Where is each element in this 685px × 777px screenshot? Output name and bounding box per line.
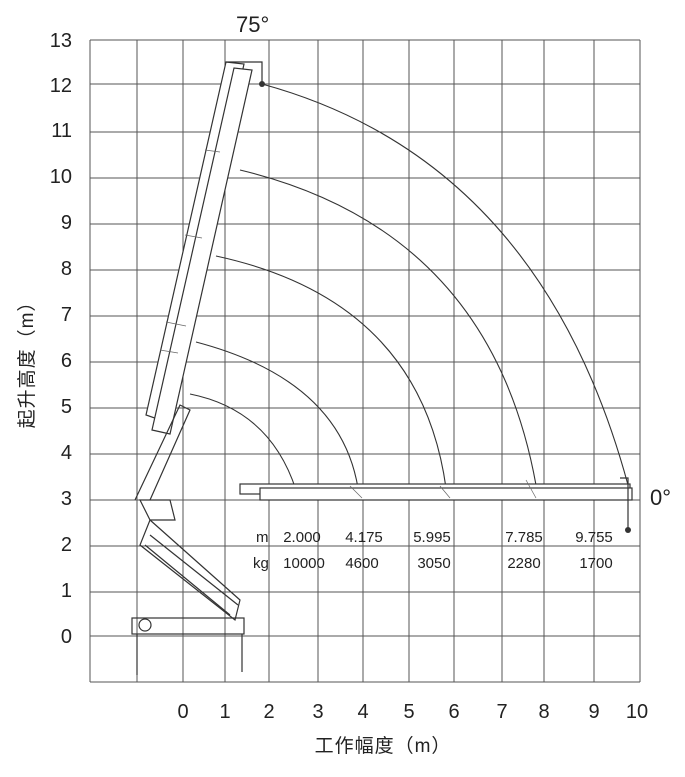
table-radius-5: 9.755 [575,529,613,546]
x-tick-7: 7 [496,701,507,723]
arc-stage-1 [189,393,297,491]
table-radius-1: 2.000 [283,529,321,546]
arc-stage-2 [195,341,359,489]
y-tick-8: 8 [61,258,72,280]
raised-boom [145,61,265,435]
y-tick-2: 2 [61,534,72,556]
raised-boom-inner [151,67,253,435]
slewing-column [139,499,176,521]
chart-grid [89,39,641,683]
folded-boom [139,518,241,622]
working-range-arcs [189,83,629,491]
table-load-3: 3050 [417,555,450,572]
arc-stage-4 [239,169,537,486]
x-tick-1: 1 [219,701,230,723]
y-tick-10: 10 [50,166,72,188]
x-tick-4: 4 [357,701,368,723]
base-frame [131,617,245,635]
x-tick-0: 0 [177,701,188,723]
table-load-1: 10000 [283,555,325,572]
y-axis-ticks: 0 1 2 3 4 5 6 7 8 9 10 11 12 13 [50,30,72,648]
horizontal-hook [625,527,631,533]
horizontal-boom [239,477,633,533]
y-axis-title: 起升高度（m） [16,292,38,429]
x-tick-10: 10 [626,701,648,723]
y-tick-7: 7 [61,304,72,326]
table-load-5: 1700 [579,555,612,572]
y-tick-13: 13 [50,30,72,52]
load-table: m kg 2.000 4.175 5.995 7.785 9.755 10000… [253,529,613,572]
y-tick-5: 5 [61,396,72,418]
table-radius-4: 7.785 [505,529,543,546]
x-tick-6: 6 [448,701,459,723]
x-tick-5: 5 [403,701,414,723]
horizontal-boom-head [620,477,629,530]
table-unit-kg: kg [253,555,269,572]
x-tick-3: 3 [312,701,323,723]
y-tick-12: 12 [50,75,72,97]
table-unit-m: m [256,529,269,546]
main-arm [134,404,191,501]
y-tick-6: 6 [61,350,72,372]
y-tick-1: 1 [61,580,72,602]
arc-stage-5 [261,83,629,486]
y-tick-9: 9 [61,212,72,234]
table-load-4: 2280 [507,555,540,572]
y-tick-3: 3 [61,488,72,510]
angle-0-label: 0° [650,485,671,510]
arc-stage-3 [215,255,447,489]
raised-boom-head [226,61,263,84]
base-pivot [138,618,152,632]
x-tick-2: 2 [263,701,274,723]
angle-75-label: 75° [236,12,269,37]
table-radius-2: 4.175 [345,529,383,546]
x-tick-9: 9 [588,701,599,723]
crane-base [131,404,245,675]
x-axis-ticks: 0 1 2 3 4 5 6 7 8 9 10 [177,701,648,723]
raised-hook [259,81,265,87]
horizontal-boom-inner [259,487,633,501]
y-tick-11: 11 [51,120,72,142]
table-load-2: 4600 [345,555,378,572]
x-axis-title: 工作幅度（m） [315,735,452,757]
table-radius-3: 5.995 [413,529,451,546]
y-tick-0: 0 [61,626,72,648]
x-tick-8: 8 [538,701,549,723]
y-tick-4: 4 [61,442,72,464]
